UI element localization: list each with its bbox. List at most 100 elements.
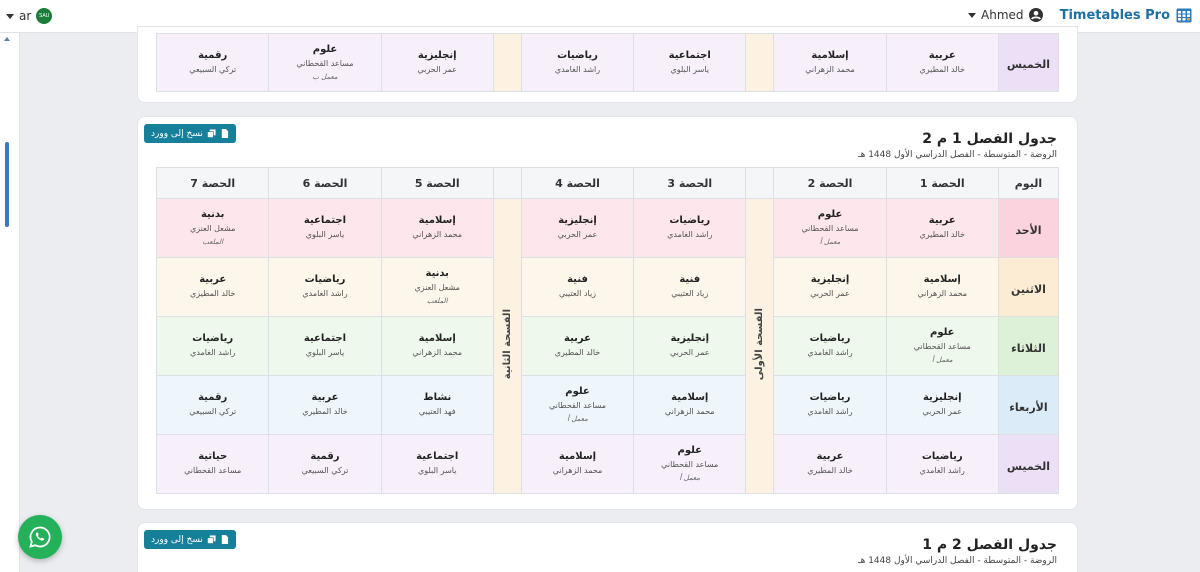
lesson-subject: علوم [930,327,955,338]
page-title: جدول الفصل 1 م 2 [922,131,1057,147]
lesson-teacher: مساعد القحطاني [801,224,859,233]
break-column: الفسحة الثانية [492,198,522,494]
whatsapp-button[interactable] [18,515,62,559]
lesson-cell[interactable]: رقمية تركي السبيعي [268,434,382,494]
lesson-cell[interactable]: علوم مساعد القحطاني معمل أ [773,198,887,258]
lesson-teacher: زياد العتيبي [671,289,709,298]
lesson-cell[interactable]: عربية خالد المطيري [773,434,887,494]
lesson-teacher: خالد المطيري [554,348,601,357]
lesson-cell[interactable]: حياتية مساعد القحطاني [155,434,270,494]
lesson-cell[interactable]: فنية زياد العتيبي [520,257,635,317]
lesson-teacher: محمد الزهراني [917,289,968,298]
lesson-cell[interactable]: رقمية تركي السبيعي [155,33,270,92]
lesson-subject: عربية [311,392,339,403]
lesson-teacher: عمر الحربي [810,289,850,298]
lesson-teacher: عمر الحربي [669,348,710,357]
lesson-cell[interactable]: رقمية تركي السبيعي [155,375,270,435]
lesson-subject: رياضيات [809,333,851,344]
break-column [492,33,522,92]
lesson-cell[interactable]: اجتماعية ياسر البلوي [268,198,382,258]
timetable-card-1m2: نسخ إلى وورد جدول الفصل 1 م 2 الروضة - ا… [137,116,1078,510]
lesson-subject: إسلامية [418,215,456,226]
lesson-cell[interactable]: رياضيات راشد الغامدي [520,33,635,92]
scrollbar-thumb[interactable] [5,142,9,227]
lesson-subject: بدنية [425,268,449,279]
lesson-teacher: خالد المطيري [807,466,853,475]
lesson-subject: إنجليزية [670,333,710,344]
lesson-cell[interactable]: إسلامية محمد الزهراني [380,198,494,258]
lesson-cell[interactable]: إسلامية محمد الزهراني [773,33,887,92]
lesson-cell[interactable]: عربية خالد المطيري [520,316,635,376]
lesson-subject: عربية [564,333,591,344]
lesson-teacher: مساعد القحطاني [661,460,719,469]
file-word-icon [221,535,228,544]
lesson-cell[interactable]: عربية خالد المطيري [885,33,999,92]
lesson-cell[interactable]: إنجليزية عمر الحربي [773,257,887,317]
lesson-subject: فنية [567,274,588,285]
lesson-cell[interactable]: علوم مساعد القحطاني معمل أ [885,316,999,376]
lesson-teacher: مشعل العنزي [414,283,460,292]
side-scroll-strip [0,33,20,572]
lesson-teacher: راشد الغامدي [919,466,965,475]
lesson-teacher: زياد العتيبي [558,289,597,298]
scroll-up-arrow-icon[interactable] [4,37,10,41]
copy-to-word-button[interactable]: نسخ إلى وورد [144,530,236,549]
lesson-cell[interactable]: بدنية مشعل العنزي الملعب [155,198,270,258]
day-cell: الثلاثاء [997,316,1060,376]
lesson-cell[interactable]: نشاط فهد العتيبي [380,375,494,435]
lesson-cell[interactable]: رياضيات راشد الغامدي [773,375,887,435]
day-cell: الأربعاء [997,375,1060,435]
language-menu[interactable]: ar SAU [6,8,53,24]
header-period-7: الحصة 7 [155,167,270,199]
lesson-cell[interactable]: اجتماعية ياسر البلوي [633,33,747,92]
lesson-teacher: ياسر البلوي [305,348,345,357]
lesson-cell[interactable]: علوم مساعد القحطاني معمل أ [520,375,635,435]
timetable-row: الاثنين إسلامية محمد الزهراني إنجليزية عمر ا… [155,257,1060,317]
lesson-cell[interactable]: اجتماعية ياسر البلوي [380,434,494,494]
lesson-cell[interactable]: إسلامية محمد الزهراني [520,434,635,494]
lesson-cell[interactable]: إنجليزية عمر الحربي [380,33,494,92]
lesson-cell[interactable]: إسلامية محمد الزهراني [885,257,999,317]
lesson-teacher: خالد المطيري [919,230,966,239]
lesson-cell[interactable]: اجتماعية ياسر البلوي [268,316,382,376]
lesson-cell[interactable]: رياضيات راشد الغامدي [155,316,270,376]
lesson-cell[interactable]: علوم مساعد القحطاني معمل ب [268,33,382,92]
lesson-cell[interactable]: علوم مساعد القحطاني معمل أ [633,434,747,494]
timetable-row: الخميس رياضيات راشد الغامدي عربية خالد المطي… [155,434,1060,494]
lesson-subject: علوم [565,386,590,397]
lesson-teacher: محمد الزهراني [412,348,463,357]
day-cell: الخميس [997,434,1060,494]
header-period-4: الحصة 4 [520,167,635,199]
lesson-cell[interactable]: رياضيات راشد الغامدي [633,198,747,258]
lesson-cell[interactable]: إسلامية محمد الزهراني [380,316,494,376]
lesson-teacher: راشد الغامدي [190,348,236,357]
header-period-3: الحصة 3 [633,167,747,199]
lesson-cell[interactable]: إسلامية محمد الزهراني [633,375,747,435]
day-cell: الخميس [997,33,1060,92]
lesson-cell[interactable]: إنجليزية عمر الحربي [885,375,999,435]
lesson-cell[interactable]: عربية خالد المطيري [268,375,382,435]
lesson-subject: إنجليزية [922,392,962,403]
lesson-cell[interactable]: إنجليزية عمر الحربي [633,316,747,376]
lesson-subject: نشاط [423,392,452,403]
lesson-cell[interactable]: رياضيات راشد الغامدي [268,257,382,317]
lesson-cell[interactable]: رياضيات راشد الغامدي [885,434,999,494]
brand-logo[interactable]: Timetables Pro [1060,7,1192,23]
lesson-cell[interactable]: عربية خالد المطيري [885,198,999,258]
lesson-teacher: مساعد القحطاني [184,466,242,475]
lesson-subject: حياتية [198,451,228,462]
lesson-subject: رياضيات [192,333,234,344]
lesson-cell[interactable]: إنجليزية عمر الحربي [520,198,635,258]
page-title: جدول الفصل 2 م 1 [922,537,1057,553]
lesson-cell[interactable]: بدنية مشعل العنزي الملعب [380,257,494,317]
lesson-teacher: فهد العتيبي [418,407,456,416]
user-menu[interactable]: Ahmed [968,8,1043,22]
lesson-cell[interactable]: فنية زياد العتيبي [633,257,747,317]
lesson-subject: فنية [679,274,701,285]
lesson-room: معمل أ [819,238,841,246]
copy-to-word-button[interactable]: نسخ إلى وورد [144,124,236,143]
lesson-cell[interactable]: رياضيات راشد الغامدي [773,316,887,376]
lesson-subject: اجتماعية [303,333,347,344]
lesson-cell[interactable]: عربية خالد المطيري [155,257,270,317]
user-circle-icon [1028,8,1043,22]
